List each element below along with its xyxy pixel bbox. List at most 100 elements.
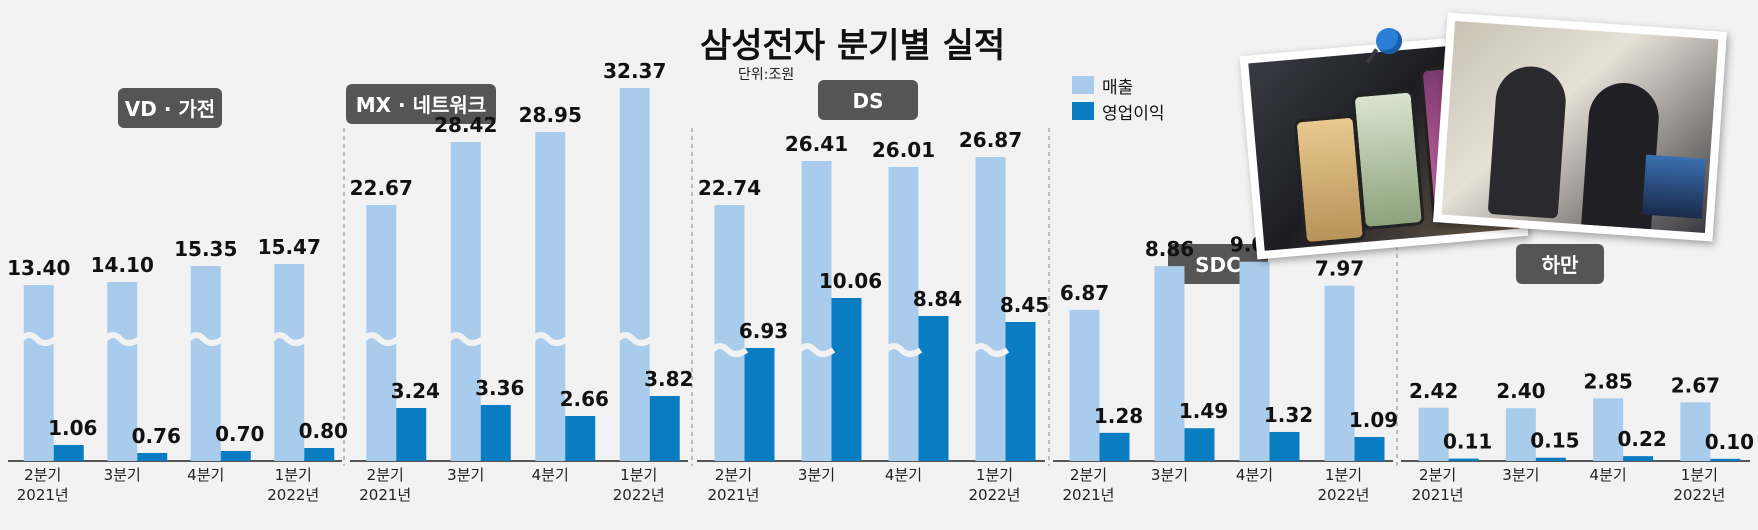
legend-label-profit: 영업이익	[1102, 103, 1165, 124]
panel-label: SDC	[1195, 253, 1241, 277]
axis-break-mark	[797, 343, 836, 357]
profit-bar	[831, 298, 862, 461]
revenue-bar	[801, 161, 832, 461]
x-tick-label: 2021년	[17, 486, 69, 504]
x-tick-label: 3분기	[1151, 466, 1188, 484]
x-tick-label: 2분기	[1070, 466, 1107, 484]
profit-value-label: 2.66	[560, 387, 609, 411]
chart-title: 삼성전자 분기별 실적	[700, 26, 1006, 66]
panel-label: 하만	[1542, 253, 1579, 277]
profit-value-label: 3.36	[475, 376, 524, 400]
x-tick-label: 2022년	[969, 486, 1021, 504]
revenue-bar	[714, 205, 745, 461]
panel-label: VD · 가전	[125, 97, 215, 121]
revenue-bar	[450, 142, 481, 461]
profit-bar	[1269, 431, 1300, 461]
profit-bar	[53, 445, 84, 461]
phone-image	[1351, 89, 1426, 231]
profit-value-label: 0.22	[1617, 427, 1666, 451]
x-tick-label: 4분기	[885, 466, 922, 484]
axis-break-mark	[531, 332, 569, 346]
axis-break-mark	[884, 343, 923, 357]
panel-label-box	[818, 80, 918, 120]
profit-value-label: 0.10	[1705, 430, 1754, 454]
x-tick-label: 1분기	[1325, 466, 1362, 484]
axis-break-mark	[710, 343, 749, 357]
x-tick-label: 1분기	[275, 466, 312, 484]
x-tick-label: 2021년	[1412, 486, 1464, 504]
revenue-bar	[107, 282, 138, 461]
legend-swatch-profit	[1072, 102, 1094, 120]
profit-value-label: 1.49	[1179, 399, 1228, 423]
revenue-bar	[190, 266, 221, 461]
profit-value-label: 1.32	[1264, 403, 1313, 427]
profit-value-label: 6.93	[739, 319, 788, 343]
x-tick-label: 4분기	[1236, 466, 1273, 484]
legend-item-profit: 영업이익	[1072, 98, 1165, 124]
revenue-value-label: 28.42	[434, 113, 497, 137]
revenue-bar	[1593, 398, 1624, 461]
revenue-bar	[274, 264, 305, 461]
legend-swatch-revenue	[1072, 76, 1094, 94]
revenue-value-label: 2.42	[1409, 379, 1458, 403]
profit-value-label: 0.15	[1530, 429, 1579, 453]
revenue-bar	[23, 285, 54, 461]
panel-label-box	[1516, 244, 1604, 284]
profit-value-label: 1.06	[48, 416, 97, 440]
revenue-value-label: 13.40	[7, 256, 70, 280]
revenue-bar	[1680, 402, 1711, 461]
display-image	[1642, 154, 1707, 219]
x-tick-label: 2022년	[267, 486, 319, 504]
revenue-bar	[1505, 408, 1536, 461]
panel-label: MX · 네트워크	[356, 93, 486, 117]
profit-bar	[1099, 432, 1130, 461]
profit-bar	[480, 405, 511, 461]
legend: 매출 영업이익	[1072, 72, 1165, 124]
legend-label-revenue: 매출	[1102, 77, 1134, 98]
x-tick-label: 4분기	[1590, 466, 1627, 484]
profit-bar	[137, 453, 168, 461]
revenue-bar	[1069, 309, 1100, 461]
x-tick-label: 3분기	[1502, 466, 1539, 484]
profit-bar	[1623, 456, 1654, 461]
profit-value-label: 1.09	[1349, 408, 1398, 432]
revenue-bar	[888, 167, 919, 461]
revenue-value-label: 22.67	[350, 176, 413, 200]
panel-label: DS	[852, 89, 883, 113]
axis-break-mark	[446, 332, 485, 346]
profit-bar	[649, 396, 680, 461]
x-tick-label: 2분기	[1419, 466, 1456, 484]
profit-value-label: 3.82	[644, 367, 693, 391]
revenue-value-label: 2.85	[1583, 369, 1632, 393]
axis-break-mark	[362, 332, 400, 346]
revenue-bar	[1324, 285, 1355, 461]
revenue-value-label: 6.87	[1060, 281, 1109, 305]
x-tick-label: 2021년	[708, 486, 760, 504]
profit-value-label: 10.06	[819, 269, 882, 293]
profit-bar	[1535, 457, 1566, 461]
revenue-value-label: 22.74	[698, 176, 761, 200]
profit-value-label: 1.28	[1094, 404, 1143, 428]
x-tick-label: 2022년	[1318, 486, 1370, 504]
revenue-bar	[1239, 261, 1270, 461]
x-tick-label: 2022년	[613, 486, 665, 504]
profit-bar	[744, 348, 775, 461]
profit-value-label: 0.80	[299, 419, 348, 443]
revenue-value-label: 2.67	[1671, 373, 1720, 397]
profit-bar	[1184, 428, 1215, 461]
revenue-bar	[1154, 266, 1185, 461]
profit-bar	[1005, 322, 1036, 461]
revenue-value-label: 15.47	[258, 235, 321, 259]
profit-bar	[1710, 458, 1741, 461]
profit-bar	[918, 316, 949, 461]
profit-value-label: 8.84	[913, 287, 962, 311]
x-tick-label: 1분기	[1681, 466, 1718, 484]
revenue-value-label: 26.41	[785, 132, 848, 156]
revenue-value-label: 7.97	[1315, 257, 1364, 281]
revenue-bar	[1418, 407, 1449, 461]
x-tick-label: 3분기	[447, 466, 484, 484]
profit-bar	[565, 416, 596, 461]
revenue-value-label: 14.10	[91, 253, 154, 277]
axis-break-mark	[971, 343, 1010, 357]
axis-break-mark	[19, 332, 58, 346]
